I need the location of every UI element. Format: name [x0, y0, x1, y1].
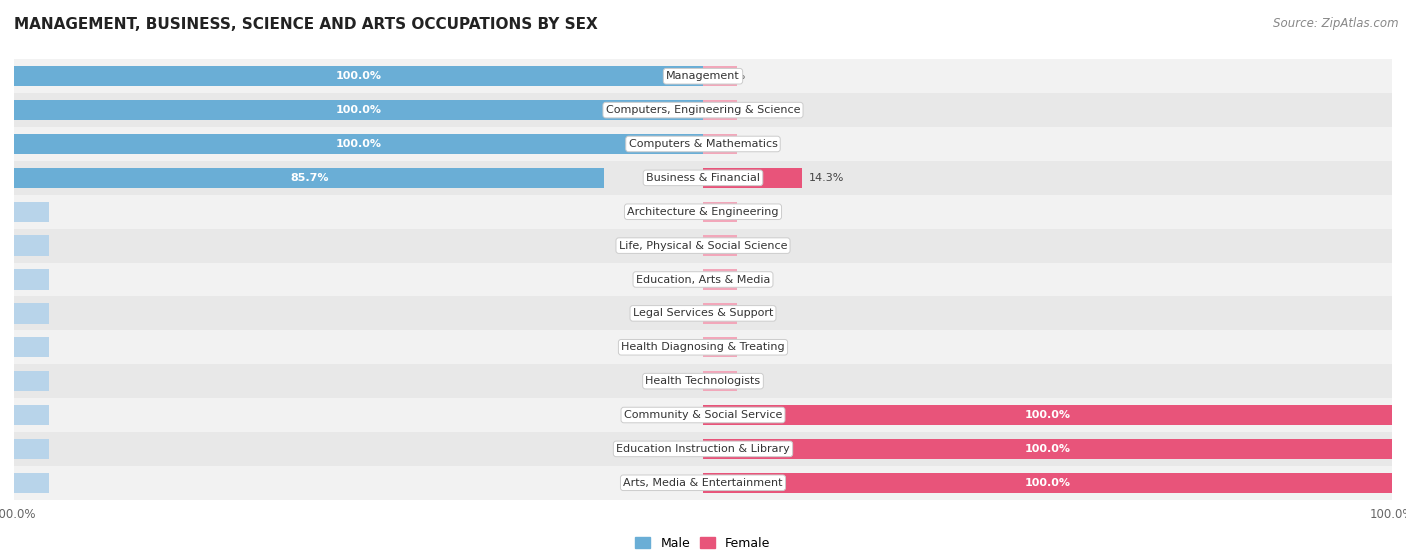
Text: Education, Arts & Media: Education, Arts & Media	[636, 274, 770, 285]
Bar	[703, 66, 738, 87]
Text: Community & Social Service: Community & Social Service	[624, 410, 782, 420]
Bar	[703, 269, 738, 290]
Text: 85.7%: 85.7%	[290, 173, 329, 183]
Text: 0.0%: 0.0%	[661, 274, 689, 285]
Bar	[703, 439, 1392, 459]
Text: 0.0%: 0.0%	[717, 376, 745, 386]
Bar	[703, 202, 738, 222]
Text: 0.0%: 0.0%	[661, 207, 689, 217]
Text: Computers & Mathematics: Computers & Mathematics	[628, 139, 778, 149]
Text: 0.0%: 0.0%	[661, 410, 689, 420]
Bar	[14, 303, 48, 324]
Bar	[703, 303, 738, 324]
Text: MANAGEMENT, BUSINESS, SCIENCE AND ARTS OCCUPATIONS BY SEX: MANAGEMENT, BUSINESS, SCIENCE AND ARTS O…	[14, 17, 598, 32]
Text: Arts, Media & Entertainment: Arts, Media & Entertainment	[623, 478, 783, 488]
Text: 0.0%: 0.0%	[661, 240, 689, 250]
Bar	[703, 100, 738, 120]
Bar	[703, 134, 738, 154]
Bar	[14, 405, 48, 425]
Bar	[14, 127, 1392, 161]
Bar	[14, 364, 1392, 398]
Bar	[14, 296, 1392, 330]
Bar	[14, 371, 48, 391]
Text: 0.0%: 0.0%	[661, 342, 689, 352]
Text: Management: Management	[666, 71, 740, 81]
Bar	[14, 263, 1392, 296]
Bar	[14, 93, 1392, 127]
Bar	[14, 398, 1392, 432]
Text: 0.0%: 0.0%	[661, 444, 689, 454]
Bar	[14, 439, 48, 459]
Text: 0.0%: 0.0%	[661, 478, 689, 488]
Bar	[14, 202, 48, 222]
Text: 0.0%: 0.0%	[717, 139, 745, 149]
Text: 14.3%: 14.3%	[808, 173, 844, 183]
Text: 100.0%: 100.0%	[336, 105, 381, 115]
Text: 0.0%: 0.0%	[717, 342, 745, 352]
Text: Health Diagnosing & Treating: Health Diagnosing & Treating	[621, 342, 785, 352]
Bar	[14, 59, 1392, 93]
Bar	[703, 405, 1392, 425]
Text: 100.0%: 100.0%	[1025, 478, 1070, 488]
Bar	[14, 235, 48, 256]
Bar	[703, 472, 1392, 493]
Text: Business & Financial: Business & Financial	[645, 173, 761, 183]
Text: Source: ZipAtlas.com: Source: ZipAtlas.com	[1274, 17, 1399, 30]
Text: 0.0%: 0.0%	[717, 309, 745, 319]
Bar	[14, 330, 1392, 364]
Text: 0.0%: 0.0%	[717, 207, 745, 217]
Bar	[14, 66, 703, 87]
Bar	[14, 161, 1392, 195]
Legend: Male, Female: Male, Female	[630, 532, 776, 555]
Text: 0.0%: 0.0%	[661, 309, 689, 319]
Bar	[703, 235, 738, 256]
Bar	[703, 168, 801, 188]
Bar	[703, 371, 738, 391]
Bar	[14, 134, 703, 154]
Text: Computers, Engineering & Science: Computers, Engineering & Science	[606, 105, 800, 115]
Text: Architecture & Engineering: Architecture & Engineering	[627, 207, 779, 217]
Text: 100.0%: 100.0%	[1025, 444, 1070, 454]
Bar	[14, 269, 48, 290]
Text: Health Technologists: Health Technologists	[645, 376, 761, 386]
Bar	[703, 337, 738, 357]
Text: 0.0%: 0.0%	[661, 376, 689, 386]
Bar	[14, 466, 1392, 500]
Text: 0.0%: 0.0%	[717, 105, 745, 115]
Bar	[14, 168, 605, 188]
Text: 100.0%: 100.0%	[1025, 410, 1070, 420]
Text: Life, Physical & Social Science: Life, Physical & Social Science	[619, 240, 787, 250]
Bar	[14, 100, 703, 120]
Text: 100.0%: 100.0%	[336, 71, 381, 81]
Bar	[14, 432, 1392, 466]
Text: 0.0%: 0.0%	[717, 274, 745, 285]
Text: Legal Services & Support: Legal Services & Support	[633, 309, 773, 319]
Text: 0.0%: 0.0%	[717, 71, 745, 81]
Text: 0.0%: 0.0%	[717, 240, 745, 250]
Bar	[14, 229, 1392, 263]
Bar	[14, 472, 48, 493]
Bar	[14, 337, 48, 357]
Bar	[14, 195, 1392, 229]
Text: 100.0%: 100.0%	[336, 139, 381, 149]
Text: Education Instruction & Library: Education Instruction & Library	[616, 444, 790, 454]
